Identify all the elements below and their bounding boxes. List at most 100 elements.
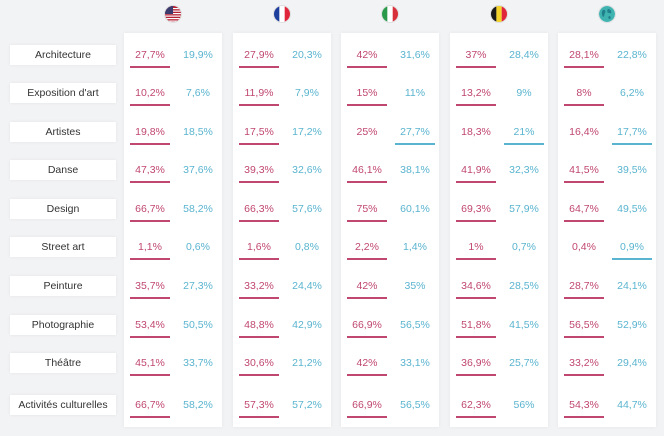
value-series-b: 52,9% (617, 319, 647, 331)
highlight-underline (456, 374, 496, 376)
value-series-b: 56,5% (400, 399, 430, 411)
value-series-b: 20,3% (292, 49, 322, 61)
value-series-b: 58,2% (183, 399, 213, 411)
value-series-a: 27,7% (135, 49, 165, 61)
value-series-b: 56,5% (400, 319, 430, 331)
value-series-a: 41,5% (569, 164, 599, 176)
highlight-underline (456, 66, 496, 68)
highlight-underline (130, 336, 170, 338)
value-series-b: 7,6% (186, 87, 210, 99)
value-series-a: 27,9% (244, 49, 274, 61)
value-series-a: 30,6% (244, 357, 274, 369)
value-series-b: 27,3% (183, 280, 213, 292)
value-series-b: 24,1% (617, 280, 647, 292)
value-series-a: 13,2% (461, 87, 491, 99)
highlight-underline (130, 143, 170, 145)
value-series-a: 69,3% (461, 203, 491, 215)
highlight-underline (239, 104, 279, 106)
highlight-underline (239, 220, 279, 222)
belgium-flag-icon (491, 6, 507, 22)
value-series-b: 0,8% (295, 241, 319, 253)
highlight-underline (239, 258, 279, 260)
value-series-a: 64,7% (569, 203, 599, 215)
category-label: Street art (10, 237, 116, 257)
value-series-b: 22,8% (617, 49, 647, 61)
category-label: Design (10, 199, 116, 219)
highlight-underline (347, 374, 387, 376)
highlight-underline (504, 143, 544, 145)
value-series-a: 66,3% (244, 203, 274, 215)
value-series-a: 0,4% (572, 241, 596, 253)
highlight-underline (239, 143, 279, 145)
value-series-b: 24,4% (292, 280, 322, 292)
value-series-b: 32,6% (292, 164, 322, 176)
highlight-underline (347, 416, 387, 418)
value-series-b: 6,2% (620, 87, 644, 99)
category-label: Photographie (10, 315, 116, 335)
highlight-underline (347, 104, 387, 106)
value-series-a: 28,1% (569, 49, 599, 61)
highlight-underline (456, 258, 496, 260)
value-series-a: 42% (356, 280, 378, 292)
highlight-underline (564, 66, 604, 68)
value-series-a: 8% (576, 87, 592, 99)
highlight-underline (456, 336, 496, 338)
value-series-a: 48,8% (244, 319, 274, 331)
france-flag-icon (274, 6, 290, 22)
value-series-a: 66,7% (135, 399, 165, 411)
highlight-underline (347, 220, 387, 222)
value-series-b: 42,9% (292, 319, 322, 331)
value-series-a: 34,6% (461, 280, 491, 292)
value-series-b: 21,2% (292, 357, 322, 369)
value-series-b: 38,1% (400, 164, 430, 176)
value-series-b: 9% (516, 87, 532, 99)
value-series-b: 31,6% (400, 49, 430, 61)
value-series-a: 45,1% (135, 357, 165, 369)
highlight-underline (347, 258, 387, 260)
value-series-b: 0,6% (186, 241, 210, 253)
usa-flag-icon (165, 6, 181, 22)
value-series-b: 33,7% (183, 357, 213, 369)
value-series-b: 21% (513, 126, 535, 138)
category-label: Activités culturelles (10, 395, 116, 415)
highlight-underline (612, 258, 652, 260)
value-series-b: 60,1% (400, 203, 430, 215)
value-series-b: 56% (513, 399, 535, 411)
highlight-underline (395, 143, 435, 145)
value-series-b: 57,9% (509, 203, 539, 215)
value-series-b: 32,3% (509, 164, 539, 176)
value-series-b: 18,5% (183, 126, 213, 138)
highlight-underline (564, 104, 604, 106)
highlight-underline (347, 66, 387, 68)
value-series-a: 2,2% (355, 241, 379, 253)
value-series-b: 58,2% (183, 203, 213, 215)
value-series-a: 46,1% (352, 164, 382, 176)
value-series-a: 17,5% (244, 126, 274, 138)
highlight-underline (239, 297, 279, 299)
country-column-card (233, 33, 331, 427)
value-series-a: 47,3% (135, 164, 165, 176)
value-series-b: 49,5% (617, 203, 647, 215)
value-series-b: 17,2% (292, 126, 322, 138)
value-series-b: 0,9% (620, 241, 644, 253)
highlight-underline (347, 181, 387, 183)
highlight-underline (239, 336, 279, 338)
highlight-underline (239, 374, 279, 376)
value-series-a: 28,7% (569, 280, 599, 292)
value-series-a: 51,8% (461, 319, 491, 331)
country-column-card (124, 33, 222, 427)
highlight-underline (456, 220, 496, 222)
highlight-underline (456, 297, 496, 299)
value-series-b: 28,5% (509, 280, 539, 292)
category-label: Théâtre (10, 353, 116, 373)
highlight-underline (130, 297, 170, 299)
value-series-a: 42% (356, 357, 378, 369)
value-series-a: 37% (465, 49, 487, 61)
category-label: Peinture (10, 276, 116, 296)
value-series-a: 66,9% (352, 399, 382, 411)
value-series-a: 41,9% (461, 164, 491, 176)
value-series-a: 39,3% (244, 164, 274, 176)
value-series-a: 33,2% (244, 280, 274, 292)
highlight-underline (239, 66, 279, 68)
value-series-b: 17,7% (617, 126, 647, 138)
